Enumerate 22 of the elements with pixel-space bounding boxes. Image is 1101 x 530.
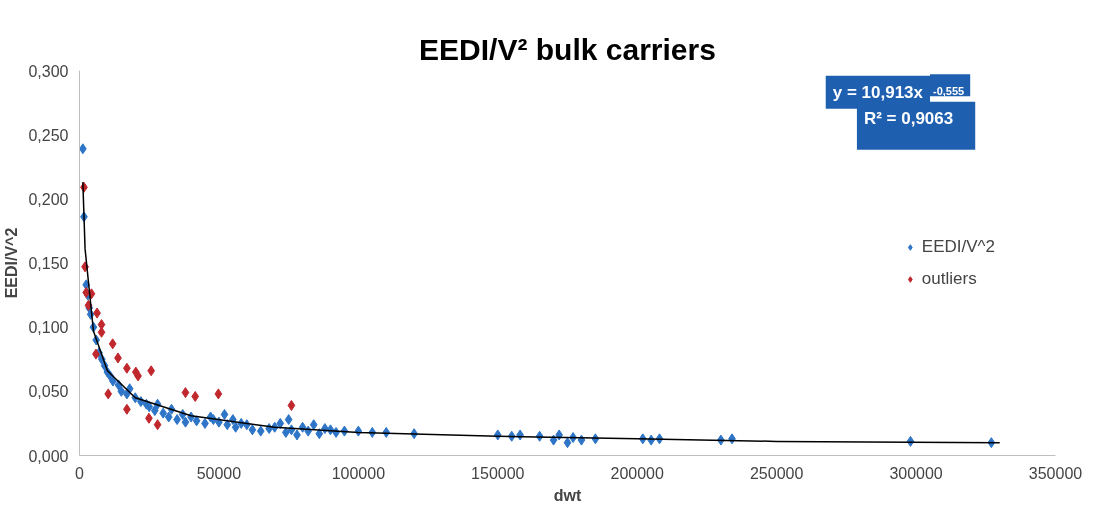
annotation: y = 10,913x-0,555: [832, 82, 965, 102]
y-tick-label: 0,250: [28, 126, 69, 144]
x-tick-label: 200000: [610, 464, 665, 482]
x-tick-label: 250000: [749, 464, 804, 482]
x-tick-label: 100000: [331, 464, 386, 482]
x-tick-label: 50000: [196, 464, 242, 482]
y-tick-label: 0,150: [28, 255, 69, 272]
y-tick-label: 0,100: [28, 319, 69, 337]
y-tick-label: 0,050: [28, 383, 69, 401]
y-axis-title: EEDI/V^2: [3, 227, 21, 299]
legend-label: EEDI/V^2: [921, 236, 995, 257]
y-tick-label: 0,000: [28, 447, 69, 465]
x-axis-title: dwt: [553, 486, 582, 504]
y-tick-label: 0,200: [28, 190, 69, 208]
chart-title: EEDI/V² bulk carriers: [419, 32, 716, 66]
x-tick-label: 0: [75, 464, 85, 482]
x-tick-label: 150000: [471, 464, 525, 482]
x-tick-label: 300000: [889, 464, 943, 482]
y-tick-label: 0,300: [28, 62, 69, 80]
x-tick-label: 350000: [1028, 464, 1083, 482]
annotation: R² = 0,9063: [863, 108, 954, 128]
legend-label: outliers: [921, 268, 977, 289]
